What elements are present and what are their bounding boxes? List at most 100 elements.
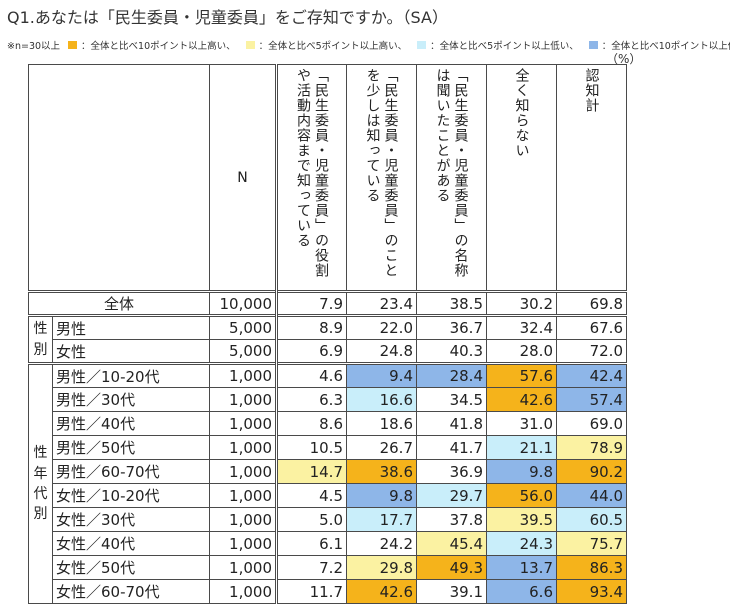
row-n: 1,000 [209, 531, 278, 556]
value-cell: 41.8 [416, 411, 487, 436]
group-label-sex: 性別 [28, 314, 53, 364]
header-col-1-text: 「民生委員・児童委員」の役割や活動内容まで知っている [295, 68, 329, 278]
value-cell: 49.3 [416, 555, 487, 580]
value-cell: 28.4 [416, 362, 487, 388]
value-cell: 45.4 [416, 531, 487, 556]
row-n: 1,000 [209, 435, 278, 460]
value-cell: 16.6 [346, 387, 417, 412]
value-cell: 34.5 [416, 387, 487, 412]
value-cell: 38.5 [416, 290, 487, 316]
table-row: 女性／50代 1,000 7.2 29.8 49.3 13.7 86.3 [29, 555, 627, 580]
legend: ※n=30以上 ：全体と比べ10ポイント以上高い、 ：全体と比べ5ポイント以上高… [7, 38, 730, 52]
table-row: 性別男性 5,000 8.9 22.0 36.7 32.4 67.6 [28, 314, 627, 364]
row-label: 女性／50代 [52, 555, 210, 580]
table-row: 女性／10-20代 1,000 4.5 9.8 29.7 56.0 44.0 [29, 483, 627, 508]
row-label: 女性／10-20代 [52, 483, 210, 508]
legend-label-blue: ：全体と比べ10ポイント以上低い [601, 41, 730, 52]
value-cell: 29.7 [416, 483, 487, 508]
value-cell: 6.6 [486, 579, 557, 604]
row-n: 1,000 [209, 362, 278, 388]
value-cell: 17.7 [346, 507, 417, 532]
value-cell: 8.9 [276, 314, 347, 340]
row-label-total: 全体 [28, 290, 210, 316]
group-label-char: 性 [33, 321, 48, 338]
group-label-char: 年 [33, 465, 48, 482]
row-n: 1,000 [209, 411, 278, 436]
value-cell: 93.4 [556, 579, 627, 604]
legend-swatch-blue [588, 41, 598, 49]
legend-label-cyan: ：全体と比べ5ポイント以上低い、 [430, 41, 579, 52]
value-cell: 8.6 [276, 411, 347, 436]
value-cell: 13.7 [486, 555, 557, 580]
value-cell: 69.0 [556, 411, 627, 436]
value-cell: 42.4 [556, 362, 627, 388]
row-label: 男性／40代 [52, 411, 210, 436]
group-label-char: 別 [33, 341, 48, 358]
legend-label-orange: ：全体と比べ10ポイント以上高い、 [81, 41, 236, 52]
value-cell: 41.7 [416, 435, 487, 460]
row-n: 1,000 [209, 459, 278, 484]
header-col-4: 全く知らない [486, 64, 557, 292]
group-label-sex-age: 性年代別 [28, 362, 53, 604]
value-cell: 9.8 [346, 483, 417, 508]
row-label: 女性 [52, 339, 210, 364]
group-label-char: 性 [33, 445, 48, 462]
value-cell: 11.7 [276, 579, 347, 604]
header-col-3: 「民生委員・児童委員」の名称は聞いたことがある [416, 64, 487, 292]
value-cell: 57.4 [556, 387, 627, 412]
row-label: 男性／30代 [52, 387, 210, 412]
value-cell: 39.5 [486, 507, 557, 532]
value-cell: 14.7 [276, 459, 347, 484]
question-title: Q1.あなたは「民生委員・児童委員」をご存知ですか。（SA） [7, 8, 448, 27]
row-n: 1,000 [209, 579, 278, 604]
row-n: 10,000 [209, 290, 278, 316]
value-cell: 37.8 [416, 507, 487, 532]
value-cell: 10.5 [276, 435, 347, 460]
header-row: N 「民生委員・児童委員」の役割や活動内容まで知っている 「民生委員・児童委員」… [28, 64, 627, 292]
value-cell: 57.6 [486, 362, 557, 388]
table-row: 女性／40代 1,000 6.1 24.2 45.4 24.3 75.7 [29, 531, 627, 556]
value-cell: 4.5 [276, 483, 347, 508]
group-label-char: 別 [33, 506, 48, 523]
value-cell: 21.1 [486, 435, 557, 460]
row-label: 男性／10-20代 [52, 362, 210, 388]
value-cell: 38.6 [346, 459, 417, 484]
header-col-2: 「民生委員・児童委員」のことを少しは知っている [346, 64, 417, 292]
legend-swatch-yellow [245, 41, 255, 49]
value-cell: 32.4 [486, 314, 557, 340]
row-n: 5,000 [209, 314, 278, 340]
value-cell: 72.0 [556, 339, 627, 364]
table-row: 男性／60-70代 1,000 14.7 38.6 36.9 9.8 90.2 [29, 459, 627, 484]
header-col-2-text: 「民生委員・児童委員」のことを少しは知っている [364, 68, 399, 278]
header-col-1: 「民生委員・児童委員」の役割や活動内容まで知っている [276, 64, 347, 292]
percent-unit: （%） [606, 52, 642, 66]
value-cell: 60.5 [556, 507, 627, 532]
value-cell: 6.9 [276, 339, 347, 364]
row-n: 1,000 [209, 483, 278, 508]
row-label: 男性／50代 [52, 435, 210, 460]
table-row: 男性／40代 1,000 8.6 18.6 41.8 31.0 69.0 [29, 411, 627, 436]
table-row: 女性／30代 1,000 5.0 17.7 37.8 39.5 60.5 [29, 507, 627, 532]
row-n: 1,000 [209, 555, 278, 580]
table-row: 女性／60-70代 1,000 11.7 42.6 39.1 6.6 93.4 [29, 579, 627, 604]
row-n: 1,000 [209, 507, 278, 532]
header-n: N [209, 64, 278, 292]
row-label: 女性／30代 [52, 507, 210, 532]
value-cell: 4.6 [276, 362, 347, 388]
legend-label-yellow: ：全体と比べ5ポイント以上高い、 [258, 41, 408, 52]
value-cell: 6.1 [276, 531, 347, 556]
row-n: 5,000 [209, 339, 278, 364]
row-label: 男性／60-70代 [52, 459, 210, 484]
header-col-4-text: 全く知らない [513, 68, 530, 158]
value-cell: 30.2 [486, 290, 557, 316]
value-cell: 36.9 [416, 459, 487, 484]
table-row: 男性／50代 1,000 10.5 26.7 41.7 21.1 78.9 [29, 435, 627, 460]
table-row: 男性／30代 1,000 6.3 16.6 34.5 42.6 57.4 [29, 387, 627, 412]
value-cell: 90.2 [556, 459, 627, 484]
header-col-5: 認知計 [556, 64, 627, 292]
value-cell: 36.7 [416, 314, 487, 340]
value-cell: 24.3 [486, 531, 557, 556]
legend-swatch-orange [68, 41, 78, 49]
value-cell: 24.8 [346, 339, 417, 364]
